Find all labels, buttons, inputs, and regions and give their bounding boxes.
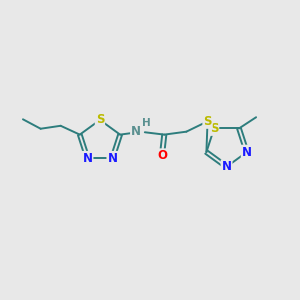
Text: N: N: [242, 146, 252, 159]
Text: O: O: [157, 149, 167, 162]
Text: N: N: [222, 160, 232, 173]
Text: N: N: [82, 152, 92, 165]
Text: S: S: [203, 115, 212, 128]
Text: S: S: [210, 122, 218, 135]
Text: H: H: [142, 118, 150, 128]
Text: N: N: [131, 125, 141, 138]
Text: N: N: [107, 152, 117, 165]
Text: S: S: [96, 113, 104, 127]
